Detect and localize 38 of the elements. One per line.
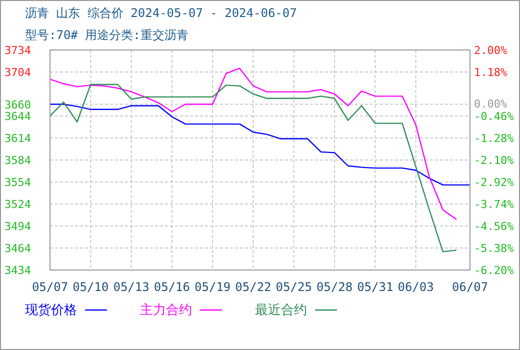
x-tick-label: 05/25 (276, 280, 312, 294)
y-tick-label: 3660 (4, 98, 31, 112)
y2-tick-label: -5.38% (474, 242, 514, 255)
x-tick-label: 05/10 (72, 280, 109, 294)
y-tick-label: 3704 (4, 66, 32, 79)
y-tick-label: 3494 (4, 220, 32, 233)
y-tick-label: 3464 (4, 242, 32, 255)
y-tick-label: 3584 (4, 154, 32, 167)
y-tick-label: 3614 (4, 132, 32, 145)
x-tick-label: 05/19 (194, 280, 231, 294)
x-tick-label: 05/13 (113, 280, 150, 294)
x-tick-label: 06/07 (452, 280, 488, 294)
y2-tick-label: -2.92% (474, 176, 514, 189)
y-tick-label: 3524 (4, 198, 32, 211)
chart-subtitle: 型号:70# 用途分类:重交沥青 (25, 28, 188, 42)
y2-tick-label: -3.74% (474, 198, 514, 211)
y2-tick-label: -4.56% (474, 220, 514, 233)
x-tick-label: 06/03 (398, 280, 434, 294)
legend-label: 现货价格 (25, 303, 77, 318)
x-tick-label: 05/22 (235, 280, 272, 294)
x-tick-label: 05/31 (357, 280, 394, 294)
y2-tick-label: 0.00% (474, 98, 508, 111)
x-tick-label: 05/28 (316, 280, 353, 294)
y-tick-label: 3434 (4, 264, 32, 277)
y-tick-label: 3734 (4, 44, 32, 57)
y2-tick-label: 2.00% (474, 44, 508, 57)
legend-label: 主力合约 (140, 302, 192, 318)
legend-label: 最近合约 (255, 303, 307, 318)
x-tick-label: 05/16 (154, 280, 190, 294)
y2-tick-label: -6.20% (474, 264, 514, 277)
x-tick-label: 05/07 (32, 280, 68, 294)
y2-tick-label: -2.10% (474, 154, 514, 167)
y2-tick-label: 1.18% (474, 66, 508, 79)
y2-tick-label: -1.28% (474, 132, 514, 145)
chart-title: 沥青 山东 综合价 2024-05-07 - 2024-06-07 (25, 6, 297, 20)
y-tick-label: 3644 (4, 110, 32, 123)
y2-tick-label: -0.46% (474, 110, 514, 123)
y-tick-label: 3554 (4, 176, 32, 189)
